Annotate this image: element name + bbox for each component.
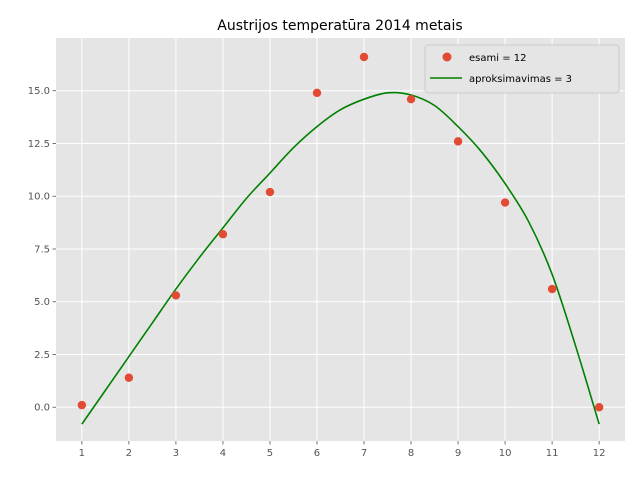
legend-label-line: aproksimavimas = 3 xyxy=(469,74,572,85)
x-tick-label: 7 xyxy=(361,448,367,459)
x-tick-label: 4 xyxy=(220,448,226,459)
data-point xyxy=(594,403,604,412)
x-tick-label: 5 xyxy=(267,448,273,459)
data-point xyxy=(547,284,557,294)
data-point xyxy=(500,198,510,207)
x-tick-label: 2 xyxy=(126,448,132,459)
data-point xyxy=(312,88,322,98)
plot-area xyxy=(56,38,625,441)
x-axis: 1 2 3 4 5 6 7 8 9 10 11 12 xyxy=(79,441,606,459)
data-point xyxy=(124,373,134,382)
data-point xyxy=(265,187,275,197)
y-tick-label: 10.0 xyxy=(28,192,50,203)
chart-title: Austrijos temperatūra 2014 metais xyxy=(217,18,462,34)
x-tick-label: 12 xyxy=(593,448,606,459)
y-axis: 0.0 2.5 5.0 7.5 10.0 12.5 15.0 xyxy=(28,86,56,414)
data-point xyxy=(359,52,369,62)
data-point xyxy=(171,291,181,300)
x-tick-label: 6 xyxy=(314,448,320,459)
legend: esami = 12 aproksimavimas = 3 xyxy=(424,44,620,94)
x-tick-label: 9 xyxy=(455,448,461,459)
x-tick-label: 11 xyxy=(546,448,559,459)
scatter-series xyxy=(77,52,604,412)
x-tick-label: 10 xyxy=(499,448,512,459)
legend-marker-scatter xyxy=(442,52,452,62)
y-tick-label: 0.0 xyxy=(34,403,50,414)
data-point xyxy=(218,230,228,239)
data-point xyxy=(453,137,463,146)
grid xyxy=(56,38,625,441)
data-point xyxy=(77,400,87,410)
y-tick-label: 15.0 xyxy=(28,86,50,97)
y-tick-label: 7.5 xyxy=(34,244,50,255)
legend-box xyxy=(424,44,620,94)
fit-line xyxy=(81,91,600,425)
y-tick-label: 5.0 xyxy=(34,297,50,308)
y-tick-label: 2.5 xyxy=(34,350,50,361)
y-tick-label: 12.5 xyxy=(28,139,50,150)
x-tick-label: 8 xyxy=(408,448,414,459)
legend-label-scatter: esami = 12 xyxy=(469,53,526,64)
fit-line-series xyxy=(81,91,600,425)
data-point xyxy=(406,94,416,104)
x-tick-label: 3 xyxy=(173,448,179,459)
x-tick-label: 1 xyxy=(79,448,85,459)
